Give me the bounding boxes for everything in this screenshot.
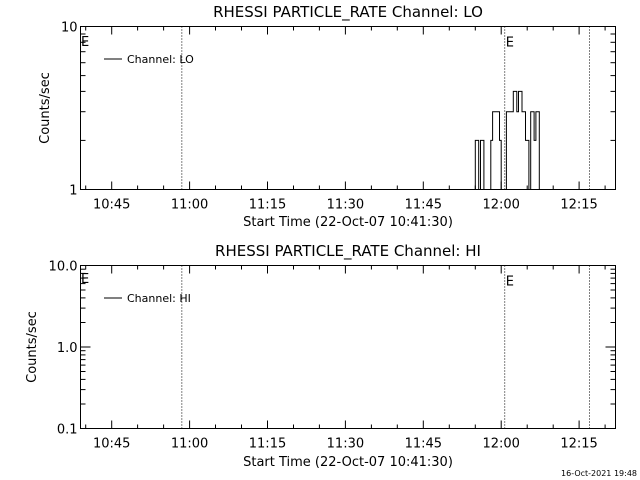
legend-entry-hi: Channel: HI bbox=[127, 292, 191, 305]
event-markers-hi: E bbox=[181, 265, 590, 429]
x-tick-label: 12:15 bbox=[560, 198, 597, 213]
chart-title-hi: RHESSI PARTICLE_RATE Channel: HI bbox=[215, 242, 481, 261]
y-tick-label: 10 bbox=[61, 21, 78, 36]
panel-lo: RHESSI PARTICLE_RATE Channel: LO 10:45 11… bbox=[38, 3, 616, 230]
plot-frame-lo bbox=[80, 26, 616, 190]
panel-hi: RHESSI PARTICLE_RATE Channel: HI 10:45 11… bbox=[25, 242, 616, 470]
y-axis-label-lo: Counts/sec bbox=[38, 72, 53, 144]
y-tick-label: 10.0 bbox=[49, 260, 78, 275]
edge-label-lo: E bbox=[81, 35, 89, 50]
y-tick-label: 1 bbox=[69, 184, 77, 199]
x-tick-label: 10:45 bbox=[93, 198, 130, 213]
plot-frame-hi bbox=[80, 265, 616, 429]
y-axis-label-hi: Counts/sec bbox=[25, 311, 40, 383]
x-tick-label: 11:30 bbox=[327, 198, 364, 213]
x-tick-label: 11:15 bbox=[249, 198, 286, 213]
y-ticks-hi: 0.1 1.0 10.0 bbox=[49, 260, 616, 438]
x-tick-label: 12:00 bbox=[482, 198, 519, 213]
x-tick-label: 12:15 bbox=[560, 437, 597, 452]
event-marker-label: E bbox=[506, 36, 514, 51]
x-tick-label: 12:00 bbox=[482, 437, 519, 452]
x-ticks-lo: 10:45 11:00 11:15 11:30 11:45 12:00 12:15 bbox=[85, 26, 606, 213]
timestamp: 16-Oct-2021 19:48 bbox=[561, 469, 637, 478]
chart-title-lo: RHESSI PARTICLE_RATE Channel: LO bbox=[213, 3, 483, 22]
x-axis-label-lo: Start Time (22-Oct-07 10:41:30) bbox=[243, 215, 453, 230]
event-marker-label: E bbox=[506, 275, 514, 290]
edge-label-hi: E bbox=[81, 272, 89, 287]
x-tick-label: 11:15 bbox=[249, 437, 286, 452]
x-tick-label: 11:45 bbox=[405, 198, 442, 213]
x-tick-label: 11:30 bbox=[327, 437, 364, 452]
x-tick-label: 11:00 bbox=[171, 198, 208, 213]
x-ticks-hi: 10:45 11:00 11:15 11:30 11:45 12:00 12:15 bbox=[85, 265, 606, 452]
x-tick-label: 11:00 bbox=[171, 437, 208, 452]
legend-entry-lo: Channel: LO bbox=[127, 53, 194, 66]
x-tick-label: 11:45 bbox=[405, 437, 442, 452]
y-tick-label: 0.1 bbox=[57, 423, 78, 438]
series-line-channel-lo bbox=[471, 90, 542, 190]
y-ticks-lo: 1 10 bbox=[61, 21, 616, 199]
event-markers-lo: E bbox=[181, 26, 590, 190]
y-tick-label: 1.0 bbox=[57, 341, 78, 356]
x-tick-label: 10:45 bbox=[93, 437, 130, 452]
x-axis-label-hi: Start Time (22-Oct-07 10:41:30) bbox=[243, 455, 453, 470]
